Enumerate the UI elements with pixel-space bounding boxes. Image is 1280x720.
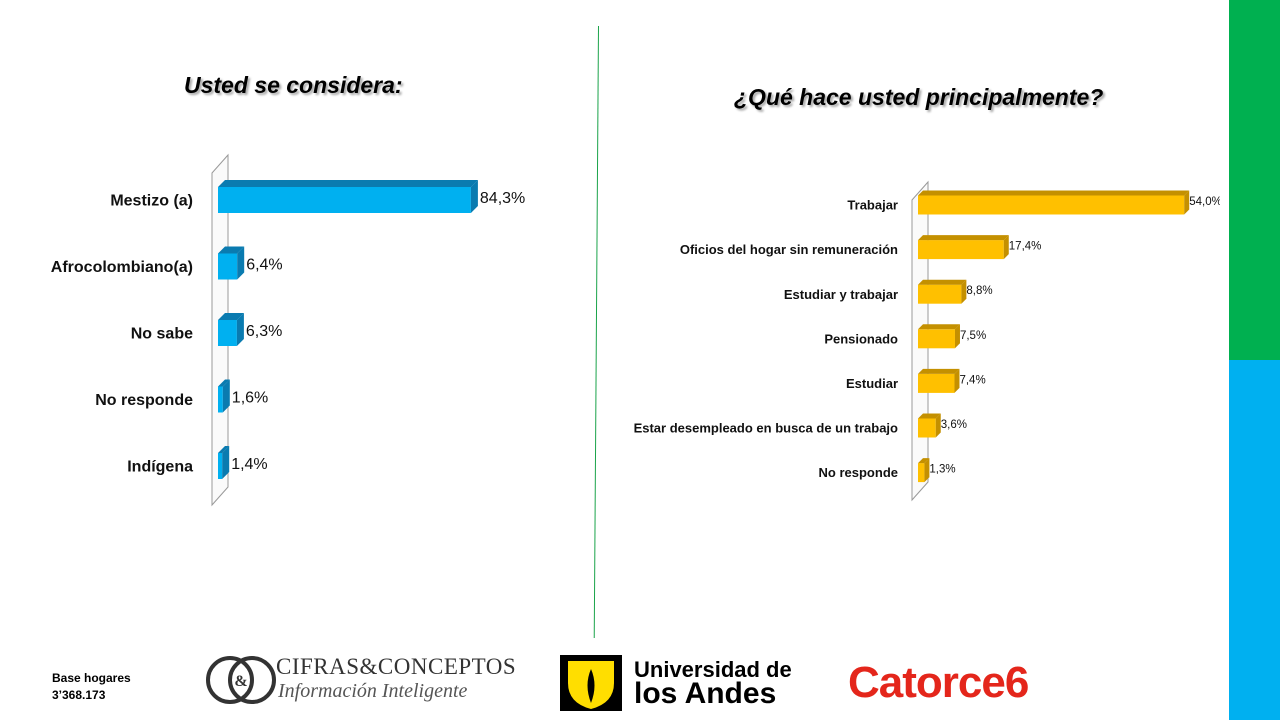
base-label: Base hogares [52, 671, 131, 685]
bar [918, 368, 960, 393]
category-label: Estudiar [846, 376, 898, 391]
side-band-blue [1229, 360, 1280, 720]
bar [918, 458, 930, 483]
data-label: 1,6% [232, 390, 268, 407]
cifras-mark-icon: & [206, 656, 276, 704]
category-label: Trabajar [847, 198, 898, 213]
right-chart-title: ¿Qué hace usted principalmente? [734, 84, 1104, 110]
bar [218, 379, 230, 413]
category-label: Afrocolombiano(a) [51, 259, 193, 276]
data-label: 7,5% [960, 330, 986, 342]
right-bar-chart: Trabajar 54,0% Oficios del hogar sin remun… [634, 180, 1220, 502]
data-label: 1,4% [231, 456, 267, 473]
base-value: 3’368.173 [52, 688, 106, 702]
cifras-conceptos-logo: & CIFRAS&CONCEPTOS Información Inteligen… [206, 654, 536, 706]
category-label: Estudiar y trabajar [784, 287, 898, 302]
category-label: Oficios del hogar sin remuneración [680, 242, 898, 257]
catorce6-logo: Catorce6 [848, 658, 1029, 707]
uniandes-logo: Universidad de los Andes [560, 655, 822, 711]
bar [218, 246, 245, 280]
bar [918, 279, 967, 304]
side-band-green [1229, 0, 1280, 360]
data-label: 6,4% [246, 257, 282, 274]
category-label: Pensionado [824, 331, 898, 346]
category-label: Mestizo (a) [110, 193, 193, 210]
bar [918, 235, 1009, 260]
bar [918, 413, 941, 438]
bar [918, 324, 960, 349]
data-label: 6,3% [246, 323, 282, 340]
left-bar-chart: Mestizo (a) 84,3% Afrocolombiano(a) 6,4% No … [51, 153, 525, 507]
uniandes-shield-icon [560, 655, 622, 711]
cifras-tagline: Información Inteligente [278, 680, 468, 702]
bar [218, 313, 244, 346]
category-label: Estar desempleado en busca de un trabajo [634, 421, 898, 436]
category-label: Indígena [127, 459, 193, 476]
bar [918, 190, 1190, 215]
data-label: 54,0% [1189, 196, 1220, 208]
bar [218, 180, 478, 213]
bar [218, 446, 230, 479]
uniandes-line2: los Andes [634, 677, 777, 710]
data-label: 17,4% [1009, 241, 1042, 253]
category-label: No sabe [131, 326, 193, 343]
data-label: 8,8% [966, 285, 992, 297]
data-label: 84,3% [480, 190, 525, 207]
category-label: No responde [95, 392, 193, 409]
left-chart-title: Usted se considera: [184, 72, 403, 98]
svg-text:&: & [234, 673, 247, 690]
data-label: 7,4% [959, 374, 985, 386]
category-label: No responde [819, 465, 898, 480]
data-label: 1,3% [929, 464, 955, 476]
data-label: 3,6% [941, 419, 967, 431]
uniandes-line1: Universidad de [634, 657, 792, 682]
cifras-title: CIFRAS&CONCEPTOS [276, 654, 517, 679]
